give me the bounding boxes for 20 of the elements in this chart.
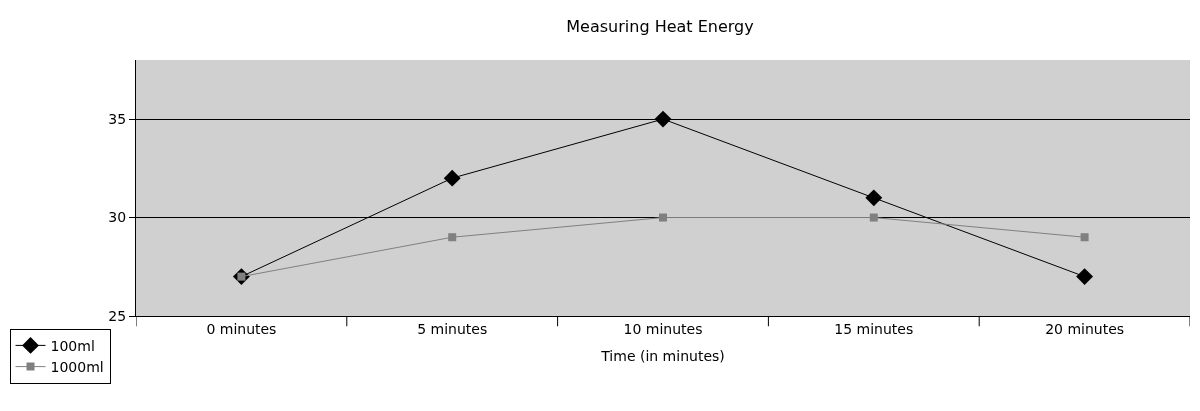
point [869, 213, 878, 222]
x-tick-label: 10 minutes [623, 320, 703, 337]
point [1076, 268, 1094, 286]
x-tick-label: 15 minutes [834, 320, 914, 337]
point [654, 110, 672, 128]
x-tick-label: 20 minutes [1045, 320, 1125, 337]
point [865, 189, 883, 207]
x-tick-label: 5 minutes [417, 320, 488, 337]
point [448, 233, 457, 242]
chart-title: Measuring Heat Energy [566, 16, 754, 36]
x-tick-label: 0 minutes [206, 320, 277, 337]
legend-label: 1000ml [50, 359, 104, 376]
point [659, 213, 667, 222]
x-axis-title: Time (in minutes) [600, 348, 725, 365]
point [1080, 233, 1089, 242]
y-tick-label: 25 [108, 307, 127, 324]
y-tick-label: 35 [108, 110, 127, 127]
y-tick-label: 30 [108, 209, 127, 226]
point [443, 169, 461, 187]
legend-label: 100ml [50, 337, 95, 354]
